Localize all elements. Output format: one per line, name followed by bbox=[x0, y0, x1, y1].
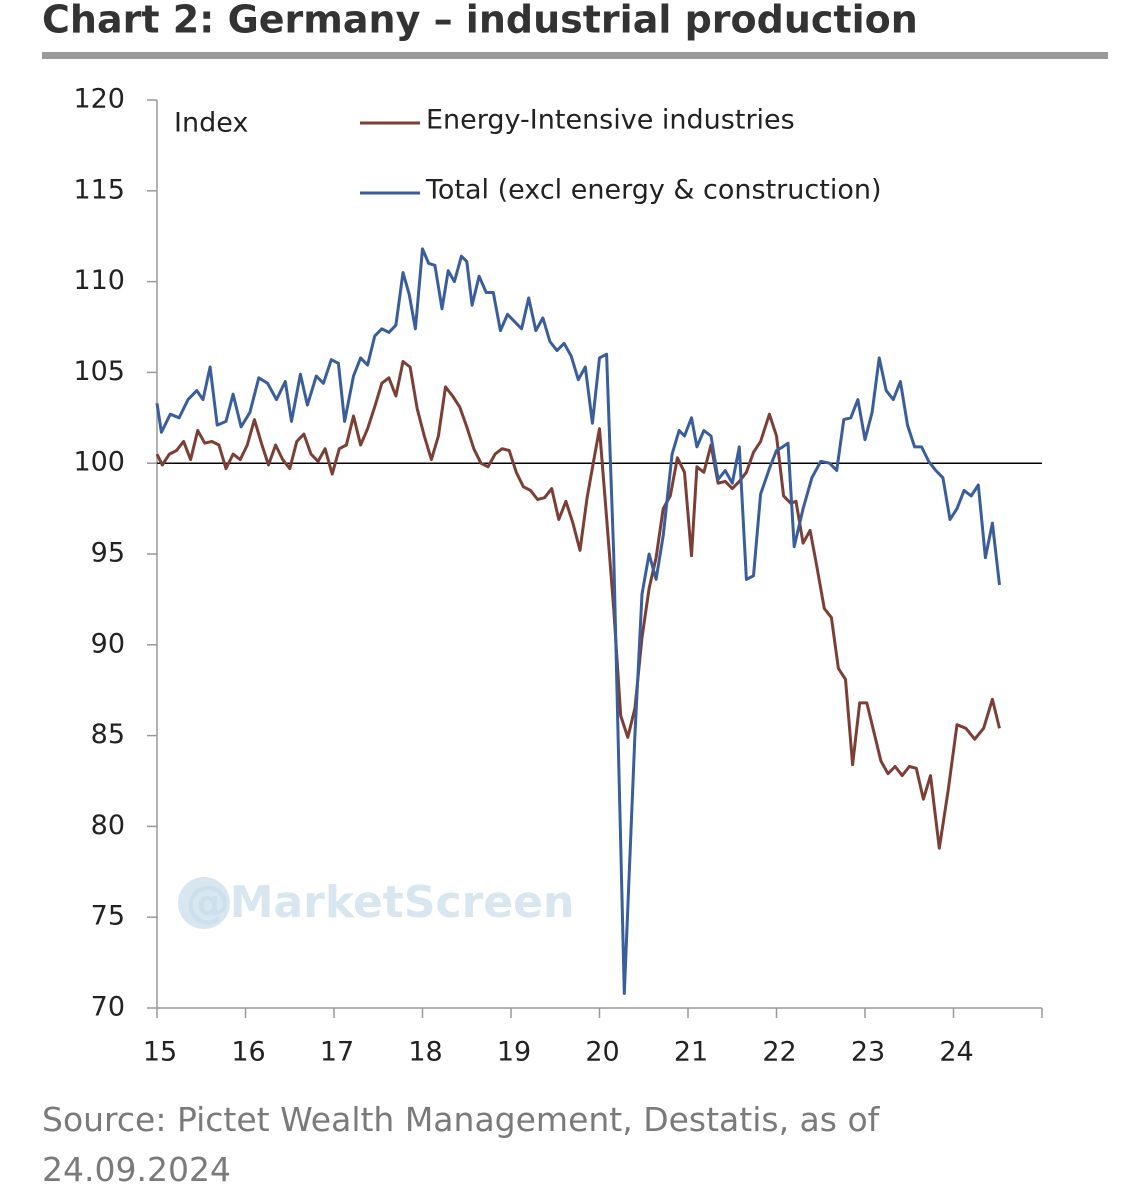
series-line bbox=[155, 360, 1001, 850]
title-rule bbox=[42, 52, 1108, 59]
legend-label: Energy-Intensive industries bbox=[426, 105, 795, 136]
y-tick-label: 110 bbox=[73, 265, 125, 296]
source-note: Source: Pictet Wealth Management, Destat… bbox=[42, 1100, 880, 1189]
x-tick-label: 21 bbox=[674, 1037, 708, 1068]
y-tick-label: 120 bbox=[73, 84, 125, 115]
y-axis-label: Index bbox=[174, 108, 248, 139]
series-line bbox=[155, 247, 1001, 995]
y-tick-label: 95 bbox=[91, 538, 125, 569]
y-tick-label: 85 bbox=[91, 719, 125, 750]
x-tick-label: 22 bbox=[762, 1037, 796, 1068]
watermark-icon bbox=[178, 877, 230, 929]
x-tick-label: 20 bbox=[585, 1037, 619, 1068]
x-tick-label: 16 bbox=[231, 1037, 265, 1068]
x-tick-label: 23 bbox=[851, 1037, 885, 1068]
y-tick-label: 100 bbox=[73, 447, 125, 478]
y-tick-label: 75 bbox=[91, 901, 125, 932]
y-tick-label: 70 bbox=[91, 992, 125, 1023]
legend-label: Total (excl energy & construction) bbox=[425, 175, 881, 206]
x-tick-label: 24 bbox=[939, 1037, 973, 1068]
y-tick-label: 80 bbox=[91, 810, 125, 841]
watermark: @MarketScreen bbox=[186, 877, 575, 928]
y-tick-label: 105 bbox=[73, 356, 125, 387]
x-tick-label: 18 bbox=[408, 1037, 442, 1068]
x-tick-label: 15 bbox=[143, 1037, 177, 1068]
chart-title: Chart 2: Germany – industrial production bbox=[42, 0, 918, 42]
x-tick-label: 17 bbox=[320, 1037, 354, 1068]
y-tick-label: 115 bbox=[73, 174, 125, 205]
y-tick-label: 90 bbox=[91, 628, 125, 659]
x-tick-label: 19 bbox=[497, 1037, 531, 1068]
